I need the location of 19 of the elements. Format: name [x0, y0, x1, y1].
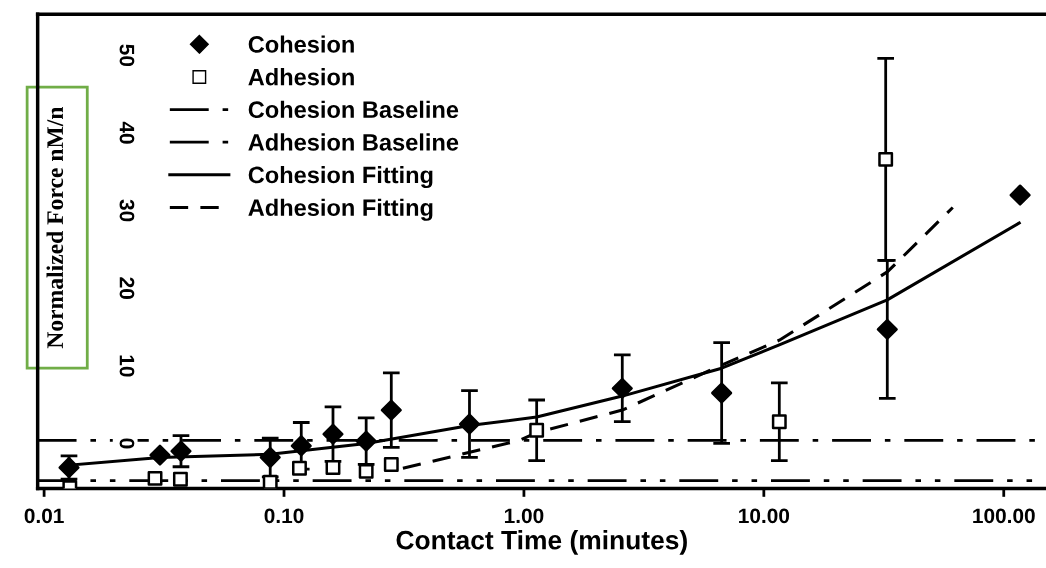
x-tick-label: 100.00 [973, 508, 1035, 524]
x-tick-label: 0.10 [264, 508, 304, 524]
y-tick-label: 40 [119, 121, 135, 144]
x-tick-label: 1.00 [504, 508, 544, 524]
legend-label: Cohesion Fitting [248, 165, 433, 189]
legend-label: Adhesion Baseline [248, 133, 459, 151]
x-tick-label: 10.00 [739, 508, 790, 524]
y-tick-label: 10 [119, 355, 135, 377]
x-tick-label: 0.01 [24, 508, 64, 524]
y-axis-title: Normalized Force nM/n [46, 106, 64, 349]
legend-label: Cohesion [248, 35, 354, 53]
legend-label: Adhesion [248, 68, 354, 86]
y-tick-label: 20 [119, 277, 135, 299]
legend-label: Adhesion Fitting [248, 198, 433, 221]
y-tick-label: 50 [119, 44, 135, 67]
y-tick-label: 30 [119, 199, 135, 222]
x-axis-title: Contact Time (minutes) [396, 530, 687, 555]
y-tick-label: 0 [119, 438, 135, 449]
legend-label: Cohesion Baseline [248, 100, 459, 119]
